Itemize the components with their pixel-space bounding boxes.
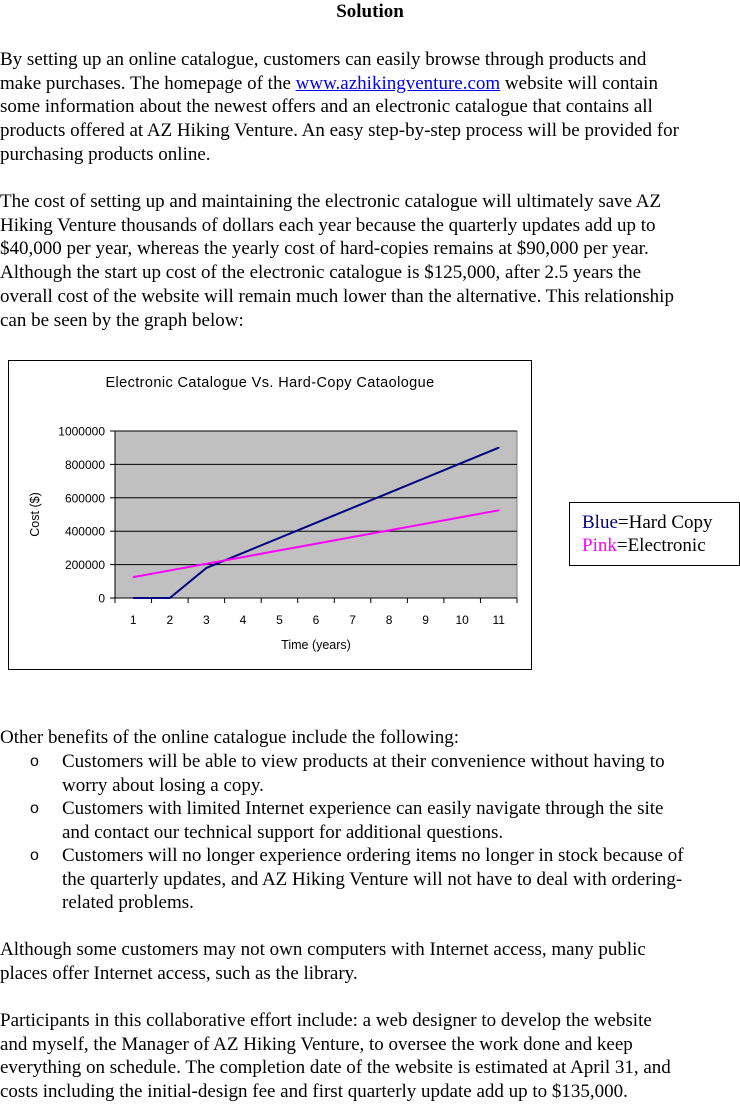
paragraph-line: purchasing products online. — [0, 143, 211, 165]
electronic-data-point — [351, 536, 354, 538]
x-tick-label: 7 — [349, 613, 356, 627]
legend-entry-hard-copy: Blue=Hard Copy — [582, 511, 713, 534]
paragraph-line: Although some customers may not own comp… — [0, 939, 646, 960]
electronic-data-point — [315, 542, 317, 545]
electronic-data-point — [497, 509, 500, 512]
website-link[interactable]: www.azhikingventure.com — [295, 72, 501, 94]
paragraph-line: By setting up an online catalogue, custo… — [0, 49, 647, 70]
paragraph-line: Participants in this collaborative effor… — [0, 1010, 652, 1031]
paragraph-line: costs including the initial-design fee a… — [0, 1081, 628, 1103]
x-tick-label: 6 — [313, 613, 320, 627]
legend-pink-word: Pink — [582, 535, 617, 556]
chart-legend-box: Blue=Hard Copy Pink=Electronic — [569, 502, 740, 566]
paragraph-line: make purchases. The homepage of the www.… — [0, 72, 740, 96]
paragraph-line: can be seen by the graph below: — [0, 309, 244, 331]
legend-entry-electronic: Pink=Electronic — [582, 534, 706, 557]
benefits-intro: Other benefits of the online catalogue i… — [0, 727, 460, 748]
plot-area — [114, 430, 518, 599]
y-tick-label: 800000 — [65, 458, 105, 472]
paragraph-text: website will contain — [500, 72, 658, 94]
cost-paragraph: The cost of setting up and maintaining t… — [0, 190, 740, 332]
paragraph-line: Although the start up cost of the electr… — [0, 262, 642, 284]
electronic-data-point — [278, 549, 281, 552]
electronic-data-point — [169, 569, 171, 572]
legend-pink-text: =Electronic — [616, 535, 706, 556]
bullet-marker: o — [30, 753, 39, 770]
bullet-marker: o — [30, 800, 39, 817]
y-tick-label: 200000 — [65, 558, 105, 572]
hard-copy-data-point — [315, 522, 317, 524]
list-item-line: and contact our technical support for ad… — [62, 821, 504, 843]
cost-chart-svg: Electronic Catalogue Vs. Hard-Copy Catao… — [28, 375, 518, 652]
x-tick-label: 3 — [203, 613, 210, 627]
paragraph-line: and myself, the Manager of AZ Hiking Ven… — [0, 1033, 633, 1055]
paragraph-line: places offer Internet access, such as th… — [0, 962, 358, 984]
x-tick-label: 4 — [240, 613, 247, 627]
y-tick-label: 600000 — [65, 491, 105, 505]
paragraph-line: everything on schedule. The completion d… — [0, 1057, 671, 1079]
x-axis-label: Time (years) — [281, 638, 351, 652]
list-item-line: the quarterly updates, and AZ Hiking Ven… — [62, 868, 683, 890]
electronic-data-point — [424, 522, 427, 525]
legend-blue-word: Blue — [582, 512, 618, 533]
legend-blue-text: =Hard Copy — [617, 512, 713, 533]
hard-copy-data-point — [461, 461, 463, 464]
paragraph-line: overall cost of the website will remain … — [0, 285, 674, 307]
bullet-marker: o — [30, 847, 39, 864]
paragraph-text: make purchases. The homepage of the — [0, 72, 296, 94]
hard-copy-data-point — [424, 476, 427, 479]
list-item-line: Customers will be able to view products … — [62, 751, 665, 772]
access-paragraph: Although some customers may not own comp… — [0, 938, 740, 985]
cost-chart: Electronic Catalogue Vs. Hard-Copy Catao… — [8, 360, 532, 670]
x-tick-label: 1 — [130, 613, 137, 627]
x-tick-label: 8 — [386, 613, 393, 627]
hard-copy-data-point — [205, 567, 208, 569]
paragraph-line: $40,000 per year, whereas the yearly cos… — [0, 238, 649, 260]
participants-paragraph: Participants in this collaborative effor… — [0, 1009, 740, 1104]
list-item-text: Customers with limited Internet experien… — [62, 797, 663, 844]
hard-copy-data-point — [242, 552, 244, 554]
electronic-data-point — [461, 516, 463, 518]
hard-copy-data-point — [497, 446, 500, 449]
hard-copy-data-point — [351, 507, 354, 509]
x-tick-label: 10 — [456, 613, 470, 627]
y-tick-label: 400000 — [65, 525, 105, 539]
electronic-data-point — [242, 556, 244, 558]
chart-title: Electronic Catalogue Vs. Hard-Copy Catao… — [105, 375, 434, 391]
paragraph-line: Hiking Venture thousands of dollars each… — [0, 214, 656, 236]
x-tick-label: 9 — [422, 613, 429, 627]
paragraph-line: some information about the newest offers… — [0, 96, 653, 118]
electronic-data-point — [132, 576, 135, 578]
paragraph-line: products offered at AZ Hiking Venture. A… — [0, 120, 679, 142]
x-tick-label: 5 — [276, 613, 283, 627]
y-axis-label: Cost ($) — [28, 492, 42, 536]
x-tick-label: 11 — [492, 613, 505, 627]
y-tick-label: 0 — [98, 592, 105, 606]
list-item-text: Customers will no longer experience orde… — [62, 844, 684, 915]
electronic-data-point — [388, 529, 390, 532]
list-item-line: Customers with limited Internet experien… — [62, 798, 664, 819]
hard-copy-data-point — [278, 537, 281, 539]
hard-copy-data-point — [388, 491, 390, 494]
list-item-text: Customers will be able to view products … — [62, 750, 665, 797]
list-item-line: worry about losing a copy. — [62, 774, 264, 796]
document-title: Solution — [336, 1, 404, 22]
list-item-line: Customers will no longer experience orde… — [62, 845, 684, 866]
y-tick-label: 1000000 — [58, 425, 105, 439]
hard-copy-data-point — [132, 597, 135, 599]
intro-paragraph: By setting up an online catalogue, custo… — [0, 48, 740, 167]
electronic-data-point — [205, 562, 208, 565]
paragraph-line: The cost of setting up and maintaining t… — [0, 191, 662, 212]
hard-copy-data-point — [169, 597, 171, 599]
list-item-line: related problems. — [62, 892, 194, 914]
x-tick-label: 2 — [166, 613, 173, 627]
